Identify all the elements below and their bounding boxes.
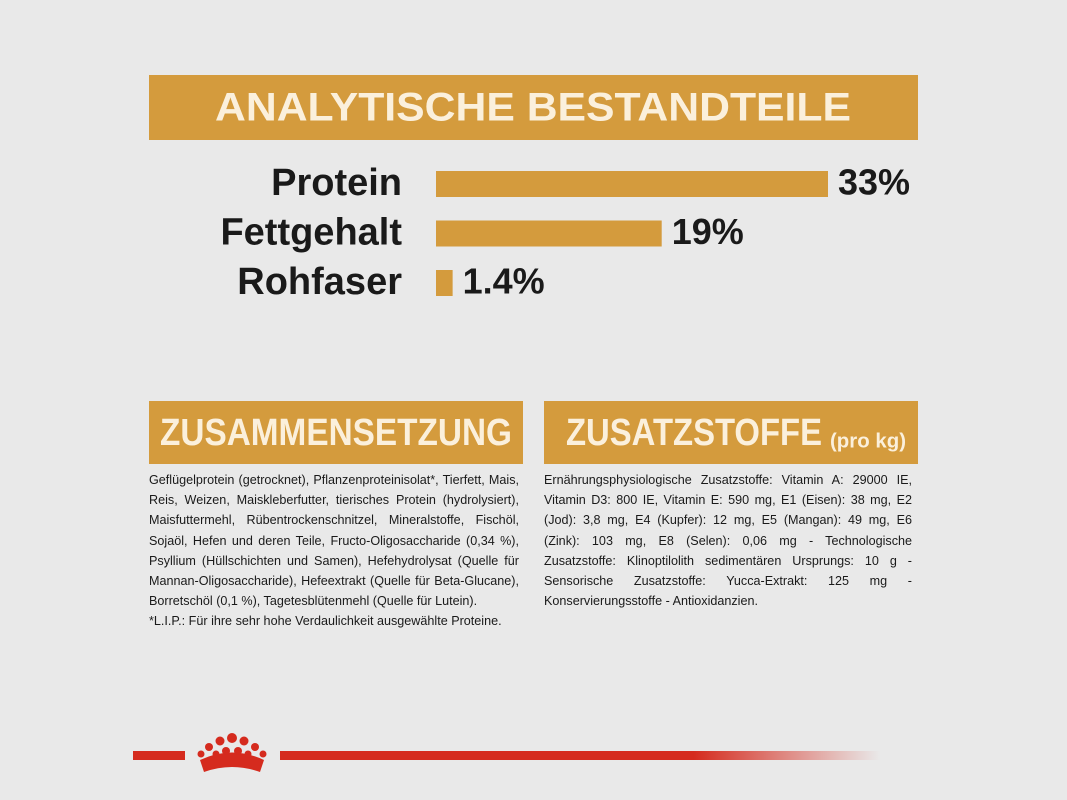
category-label: Protein — [271, 162, 402, 204]
chart-title: ANALYTISCHE BESTANDTEILE — [215, 86, 851, 130]
value-label: 19% — [672, 211, 744, 252]
crown-logo — [185, 733, 280, 772]
bar — [436, 220, 662, 247]
section-heading: ZUSAMMENSETZUNG — [160, 412, 512, 454]
heading-suffix: (pro kg) — [830, 430, 906, 452]
paragraph: Ernährungsphysiologische Zusatzstoffe: V… — [544, 473, 912, 609]
heading-banner — [544, 401, 918, 464]
bar — [436, 171, 828, 197]
heading-banner — [149, 401, 523, 464]
additives-text: Ernährungsphysiologische Zusatzstoffe: V… — [544, 470, 912, 611]
category-label: Rohfaser — [237, 261, 402, 303]
footnote: *L.I.P.: Für ihre sehr hohe Verdaulichke… — [149, 614, 502, 629]
title-banner — [149, 75, 918, 140]
bar — [436, 270, 453, 296]
category-label: Fettgehalt — [220, 212, 402, 254]
composition-text: Geflügelprotein (getrocknet), Pflanzenpr… — [149, 470, 519, 632]
footer-line — [133, 751, 880, 760]
value-label: 1.4% — [463, 261, 545, 302]
section-heading: ZUSATZSTOFFE — [566, 412, 822, 454]
value-label: 33% — [838, 162, 910, 203]
paragraph: Geflügelprotein (getrocknet), Pflanzenpr… — [149, 473, 519, 609]
